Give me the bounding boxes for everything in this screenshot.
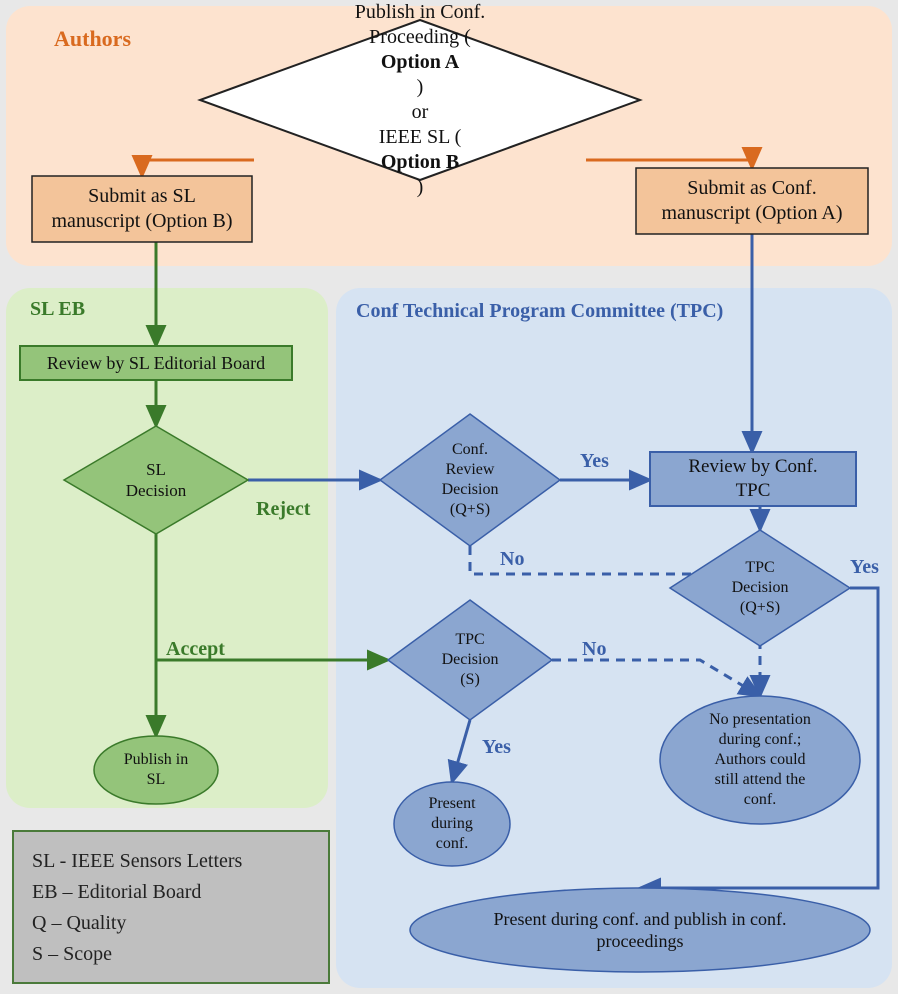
legend-line: S – Scope [32, 939, 310, 970]
edge-label: No [582, 638, 606, 661]
edge-label: Reject [256, 498, 310, 521]
edge-tpc_s_no [552, 660, 760, 696]
rect-submit_sl-text: Submit as SLmanuscript (Option B) [32, 176, 252, 242]
diamond-tpc_decision_s-text: TPCDecision(S) [388, 600, 552, 720]
legend-line: EB – Editorial Board [32, 877, 310, 908]
edge-top_to_conf [586, 160, 752, 168]
rect-submit_conf-text: Submit as Conf.manuscript (Option A) [636, 168, 868, 234]
rect-review_sl-text: Review by SL Editorial Board [20, 346, 292, 380]
edge-label: Accept [166, 638, 225, 661]
edge-label: Yes [482, 736, 511, 759]
legend-line: SL - IEEE Sensors Letters [32, 846, 310, 877]
edge-label: No [500, 548, 524, 571]
edge-tpc_s_yes_down [452, 720, 470, 782]
flowchart-canvas: AuthorsSL EBConf Technical Program Commi… [0, 0, 898, 994]
ellipse-no_presentation-text: No presentationduring conf.;Authors coul… [660, 696, 860, 824]
ellipse-present_conf-text: Presentduringconf. [394, 782, 510, 866]
edge-label: Yes [580, 450, 609, 473]
ellipse-publish_sl-text: Publish inSL [94, 736, 218, 804]
decision-publish-option-text: Publish in Conf.Proceeding (Option A)orI… [250, 40, 590, 160]
edge-label: Yes [850, 556, 879, 579]
edge-top_to_sl [142, 160, 254, 176]
legend-box: SL - IEEE Sensors LettersEB – Editorial … [12, 830, 330, 984]
legend-line: Q – Quality [32, 908, 310, 939]
ellipse-present_publish-text: Present during conf. and publish in conf… [410, 888, 870, 972]
diamond-sl_decision-text: SLDecision [64, 426, 248, 534]
diamond-conf_review_dec-text: Conf.ReviewDecision(Q+S) [380, 414, 560, 546]
diamond-tpc_decision_qs-text: TPCDecision(Q+S) [670, 530, 850, 646]
rect-review_tpc-text: Review by Conf.TPC [650, 452, 856, 506]
